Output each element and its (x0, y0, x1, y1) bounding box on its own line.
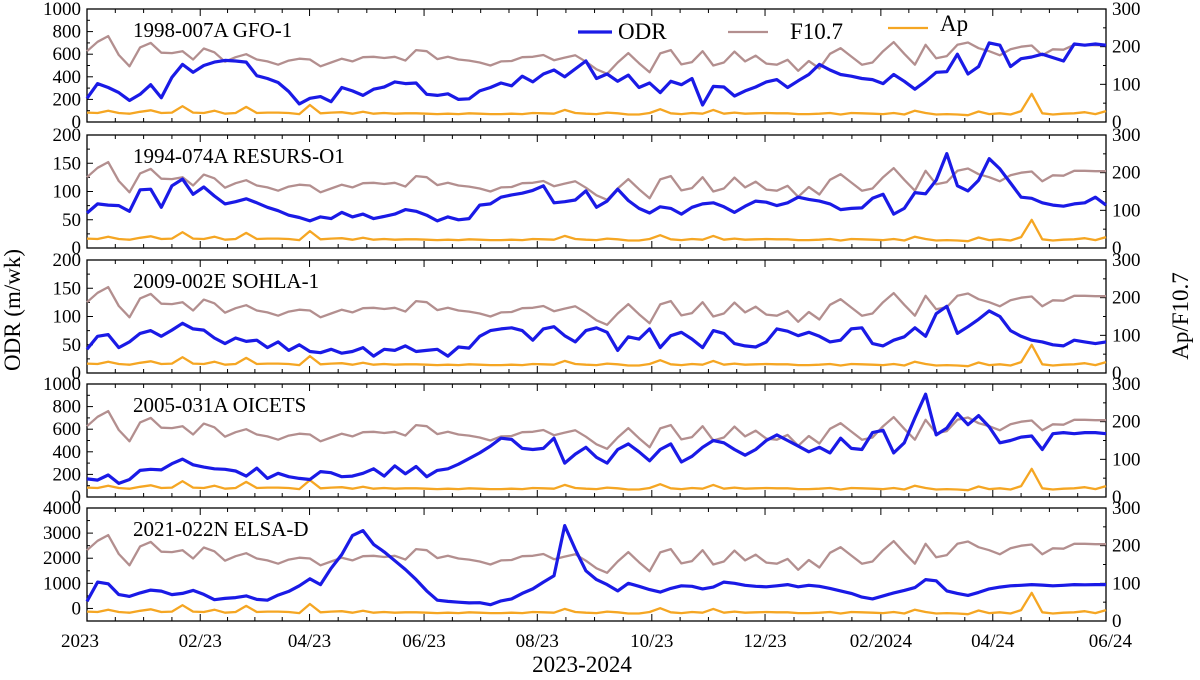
x-tick-label: 04/23 (288, 631, 331, 652)
panel-title: 1994-074A RESURS-O1 (133, 144, 345, 168)
y-right-tick-label: 300 (1112, 0, 1141, 20)
panel-2: 0 50 100 150 200 0 100 200 300 1994-074A RESURS-O… (53, 125, 1141, 259)
legend-ap-label: Ap (940, 11, 968, 36)
x-tick-label: 10/23 (630, 631, 673, 652)
series-f107-line (86, 533, 1106, 574)
legend-odr-label: ODR (618, 19, 667, 44)
x-axis-label: 2023-2024 (532, 652, 632, 677)
y-left-tick-label: 1000 (43, 0, 81, 20)
x-tick-label: 02/23 (179, 631, 222, 652)
series-f107-line (86, 285, 1106, 326)
y-right-tick-label: 200 (1112, 288, 1141, 309)
y-left-tick-label: 150 (53, 278, 82, 299)
series-f107-line (86, 160, 1106, 201)
y-left-tick-label: 400 (53, 67, 82, 88)
x-tick-label: 04/24 (971, 631, 1015, 652)
legend: ODR F10.7 Ap (578, 11, 968, 44)
y-left-tick-label: 200 (53, 125, 82, 146)
series-f107-line (86, 34, 1106, 75)
y-left-tick-label: 800 (53, 397, 82, 418)
x-tick-labels: 2023 02/23 04/23 06/23 08/23 10/23 12/23 02/202… (61, 631, 1132, 652)
panel-title: 2009-002E SOHLA-1 (133, 269, 319, 293)
y-right-tick-label: 0 (1112, 363, 1122, 384)
y-right-tick-label: 0 (1112, 611, 1122, 632)
y-left-tick-label: 400 (53, 442, 82, 463)
y-right-tick-label: 100 (1112, 325, 1141, 346)
y-left-tick-label: 200 (53, 250, 82, 271)
y-left-tick-label: 0 (72, 487, 82, 508)
x-tick-label: 08/23 (516, 631, 559, 652)
y-right-tick-label: 200 (1112, 536, 1141, 557)
panel-title: 1998-007A GFO-1 (133, 18, 292, 42)
y-right-tick-label: 0 (1112, 112, 1122, 133)
y-left-tick-label: 0 (72, 363, 82, 384)
y-right-tick-label: 300 (1112, 250, 1141, 271)
series-ap-line (86, 591, 1107, 616)
legend-f107-label: F10.7 (790, 19, 843, 44)
y-left-tick-label: 50 (62, 335, 81, 356)
y-left-tick-label: 4000 (43, 498, 81, 519)
y-right-tick-label: 200 (1112, 37, 1141, 58)
y-left-tick-label: 600 (53, 44, 82, 65)
y-right-tick-label: 100 (1112, 449, 1141, 470)
series-ap-line (86, 343, 1107, 368)
y-left-tick-label: 600 (53, 419, 82, 440)
series-odr-line (85, 524, 1106, 607)
y-axis-label-right: Ap/F10.7 (1168, 272, 1193, 360)
x-tick-label: 02/2024 (850, 631, 913, 652)
y-left-tick-label: 100 (53, 182, 82, 203)
y-left-tick-label: 200 (53, 89, 82, 110)
y-left-tick-label: 200 (53, 464, 82, 485)
series-odr-line (85, 41, 1107, 107)
panel-title: 2021-022N ELSA-D (133, 517, 309, 541)
y-right-tick-label: 200 (1112, 163, 1141, 184)
series-ap-line (86, 92, 1107, 117)
y-right-tick-label: 300 (1112, 125, 1141, 146)
panel-title: 2005-031A OICETS (133, 393, 306, 417)
y-right-tick-label: 100 (1112, 573, 1141, 594)
x-tick-label: 12/23 (743, 631, 786, 652)
y-right-tick-label: 200 (1112, 412, 1141, 433)
y-left-tick-label: 3000 (43, 523, 81, 544)
y-right-tick-label: 300 (1112, 498, 1141, 519)
x-tick-label: 06/23 (402, 631, 445, 652)
panel-5: 0 1000 2000 3000 4000 0 100 200 300 2021-022N ELS… (43, 498, 1141, 632)
y-left-tick-label: 50 (62, 210, 81, 231)
x-tick-label: 2023 (61, 631, 99, 652)
y-right-tick-label: 100 (1112, 74, 1141, 95)
y-right-tick-label: 0 (1112, 487, 1122, 508)
series-ap-line (86, 218, 1107, 243)
x-tick-label: 06/24 (1089, 631, 1133, 652)
y-left-tick-label: 0 (72, 598, 82, 619)
y-left-tick-label: 1000 (43, 573, 81, 594)
y-left-tick-label: 100 (53, 307, 82, 328)
y-left-tick-label: 800 (53, 22, 82, 43)
panel-3: 0 50 100 150 200 0 100 200 300 2009-002E SOHLA-1 (53, 250, 1141, 384)
y-left-tick-label: 1000 (43, 374, 81, 395)
y-right-tick-label: 100 (1112, 200, 1141, 221)
y-right-tick-label: 0 (1112, 238, 1122, 259)
y-right-tick-label: 300 (1112, 374, 1141, 395)
series-odr-line (85, 304, 1107, 358)
y-left-tick-label: 150 (53, 153, 82, 174)
y-left-tick-label: 2000 (43, 548, 81, 569)
series-ap-line (86, 467, 1107, 492)
y-axis-label-left: ODR (m/wk) (0, 249, 25, 371)
series-odr-line (85, 152, 1107, 223)
y-left-tick-label: 0 (72, 112, 82, 133)
series-odr-line (86, 392, 1107, 485)
y-left-tick-label: 0 (72, 238, 82, 259)
